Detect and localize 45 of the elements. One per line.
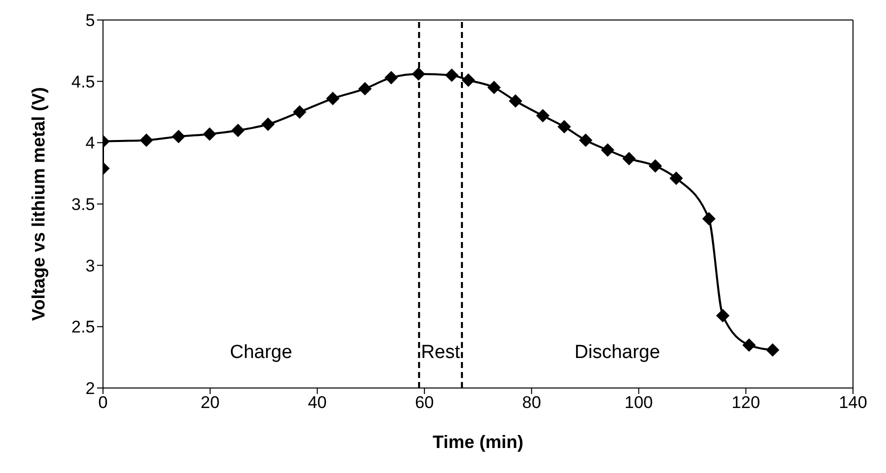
- point: [384, 71, 398, 84]
- y-axis-title: Voltage vs lithium metal (V): [28, 87, 48, 321]
- point: [648, 159, 662, 172]
- point: [326, 92, 340, 106]
- point: [579, 134, 592, 147]
- x-tick-label: 100: [624, 393, 653, 412]
- y-tick-label: 4: [86, 134, 95, 153]
- x-axis-title: Time (min): [432, 432, 524, 452]
- y-tick-label: 4.5: [71, 72, 95, 92]
- point: [358, 82, 372, 96]
- annotation: Charge: [230, 342, 292, 363]
- point: [601, 144, 614, 157]
- x-tick-label: 20: [200, 393, 220, 412]
- point: [232, 124, 244, 137]
- point: [488, 80, 501, 94]
- point: [445, 68, 458, 82]
- x-tick-label: 0: [98, 393, 108, 412]
- point: [203, 128, 216, 141]
- point: [558, 120, 571, 134]
- annotation: Rest: [420, 342, 461, 363]
- point: [412, 67, 426, 80]
- point: [536, 109, 550, 122]
- point: [702, 212, 716, 226]
- point: [293, 106, 306, 118]
- point: [670, 172, 683, 185]
- x-tick-label: 140: [838, 393, 868, 412]
- y-tick-label: 3: [86, 256, 95, 276]
- point: [766, 343, 780, 356]
- point: [462, 74, 475, 87]
- x-tick-label: 40: [308, 393, 327, 412]
- point: [622, 152, 636, 166]
- x-tick-label: 80: [522, 393, 542, 412]
- point: [716, 309, 730, 322]
- point: [742, 338, 756, 352]
- y-tick-label: 5: [86, 11, 95, 30]
- y-tick-label: 2: [86, 379, 95, 398]
- y-tick-label: 3.5: [71, 195, 95, 214]
- point: [172, 130, 186, 144]
- point: [509, 94, 522, 108]
- y-tick-label: 2.5: [71, 318, 95, 337]
- annotation: Discharge: [574, 342, 660, 363]
- point: [262, 118, 274, 131]
- x-tick-label: 120: [732, 393, 760, 412]
- point: [140, 134, 153, 147]
- x-tick-label: 60: [414, 393, 434, 412]
